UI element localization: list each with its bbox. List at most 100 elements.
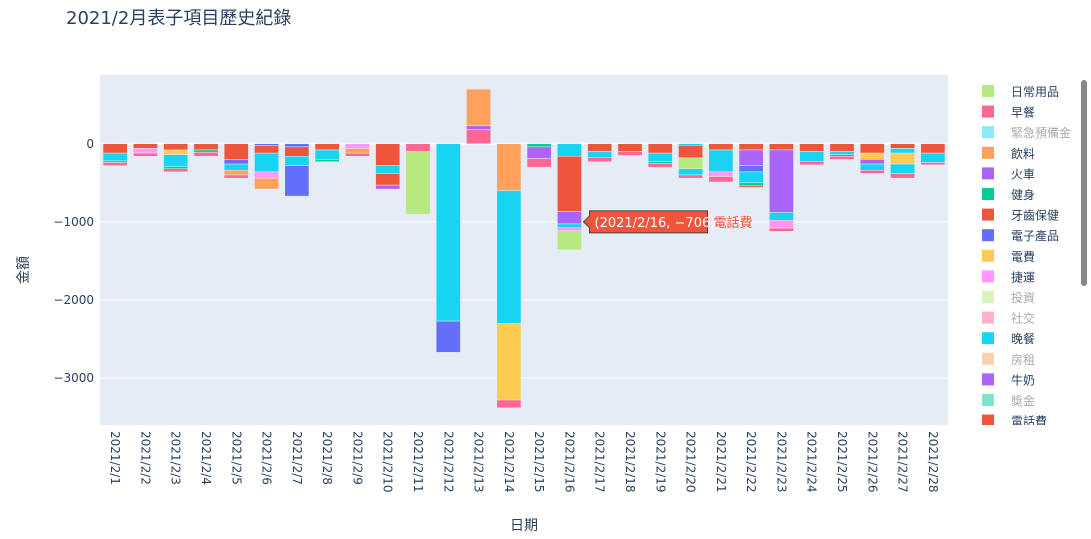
legend-item[interactable]: 緊急預備金 (982, 125, 1071, 140)
bar-segment[interactable] (557, 223, 582, 229)
bar-segment[interactable] (647, 163, 673, 168)
bar-segment[interactable] (587, 143, 613, 152)
bar-segment[interactable] (708, 176, 734, 183)
bar-segment[interactable] (769, 220, 794, 229)
legend-item[interactable]: 牙齒保健 (982, 208, 1059, 223)
bar-segment[interactable] (557, 143, 582, 157)
bar-segment[interactable] (799, 143, 825, 152)
bar-segment[interactable] (557, 227, 582, 232)
bar-segment[interactable] (920, 143, 946, 154)
bar-segment[interactable] (890, 173, 915, 179)
bar-segment[interactable] (587, 151, 613, 159)
legend-item[interactable]: 飲料 (982, 146, 1035, 161)
bar-segment[interactable] (799, 161, 825, 166)
bar-segment[interactable] (314, 143, 340, 151)
bar-segment[interactable] (859, 143, 885, 154)
bar-segment[interactable] (496, 399, 522, 409)
bar-segment[interactable] (345, 148, 370, 154)
bar-segment[interactable] (193, 143, 219, 151)
bar-segment[interactable] (466, 125, 491, 130)
legend-item[interactable]: 電話費 (982, 414, 1047, 429)
bar-segment[interactable] (769, 143, 794, 151)
legend-item[interactable]: 晚餐 (982, 331, 1035, 346)
bar-segment[interactable] (890, 152, 915, 165)
legend-item[interactable]: 社交 (982, 311, 1035, 326)
bar-segment[interactable] (738, 171, 764, 184)
bar-segment[interactable] (435, 320, 461, 353)
bar-segment[interactable] (920, 152, 946, 163)
bar-segment[interactable] (102, 162, 128, 166)
bar-segment[interactable] (890, 163, 915, 174)
bar-segment[interactable] (223, 163, 249, 171)
bar-segment[interactable] (738, 185, 764, 188)
bar-segment[interactable] (920, 162, 946, 166)
bar-segment[interactable] (375, 165, 401, 174)
bar-segment[interactable] (254, 177, 279, 190)
bar-segment[interactable] (314, 159, 340, 162)
bar-segment[interactable] (678, 168, 703, 176)
legend-item[interactable]: 火車 (982, 167, 1035, 181)
bar-segment[interactable] (163, 149, 189, 155)
bar-segment[interactable] (859, 170, 885, 174)
bar-segment[interactable] (375, 173, 401, 186)
legend-item[interactable]: 日常用品 (982, 85, 1059, 99)
bar-segment[interactable] (133, 152, 158, 157)
bar-segment[interactable] (496, 323, 522, 401)
bar-segment[interactable] (193, 149, 219, 153)
bar-segment[interactable] (617, 151, 643, 156)
legend-item[interactable]: 捷運 (982, 270, 1035, 284)
bar-segment[interactable] (314, 149, 340, 160)
legend-item[interactable]: 獎金 (982, 393, 1035, 408)
legend-scroll-thumb[interactable] (1081, 80, 1087, 286)
bar-segment[interactable] (163, 143, 189, 151)
bar-segment[interactable] (102, 143, 128, 154)
bar-segment[interactable] (708, 143, 734, 151)
bar-segment[interactable] (223, 170, 249, 176)
bar-segment[interactable] (799, 151, 825, 162)
bar-segment[interactable] (526, 158, 552, 168)
bar-segment[interactable] (859, 152, 885, 160)
bar-segment[interactable] (557, 211, 582, 225)
bar-segment[interactable] (738, 143, 764, 151)
bar-segment[interactable] (678, 157, 703, 169)
bar-segment[interactable] (435, 143, 461, 322)
bar-segment[interactable] (254, 171, 279, 179)
bar-segment[interactable] (526, 146, 552, 159)
bar-segment[interactable] (284, 156, 310, 166)
bar-segment[interactable] (102, 152, 128, 162)
bar-segment[interactable] (405, 143, 431, 152)
bar-segment[interactable] (163, 168, 189, 173)
legend-item[interactable]: 健身 (982, 187, 1035, 202)
bar-segment[interactable] (829, 156, 855, 160)
bar-segment[interactable] (163, 154, 189, 167)
bar-segment[interactable] (617, 143, 643, 152)
legend-item[interactable]: 投資 (982, 290, 1035, 305)
bar-segment[interactable] (375, 184, 401, 190)
bar-segment[interactable] (738, 182, 764, 187)
bar-segment[interactable] (223, 174, 249, 179)
bar-segment[interactable] (587, 157, 613, 162)
bar-segment[interactable] (890, 148, 915, 154)
bar-segment[interactable] (708, 149, 734, 173)
bar-segment[interactable] (375, 143, 401, 166)
bar-segment[interactable] (557, 156, 582, 212)
legend-item[interactable]: 電子產品 (982, 228, 1059, 243)
bar-segment[interactable] (284, 143, 310, 148)
bar-segment[interactable] (496, 190, 522, 324)
bar-segment[interactable] (647, 152, 673, 162)
bar-segment[interactable] (859, 159, 885, 165)
bar-segment[interactable] (738, 149, 764, 166)
legend-item[interactable]: 牛奶 (982, 372, 1035, 387)
bar-segment[interactable] (223, 143, 249, 160)
bar-segment[interactable] (829, 151, 855, 155)
bar-segment[interactable] (284, 146, 310, 157)
bar-segment[interactable] (133, 143, 158, 149)
bar-segment[interactable] (193, 152, 219, 157)
bar-segment[interactable] (769, 227, 794, 232)
legend-item[interactable]: 早餐 (982, 105, 1035, 120)
bar-segment[interactable] (254, 145, 279, 154)
bar-segment[interactable] (769, 212, 794, 221)
legend[interactable]: 日常用品早餐緊急預備金飲料火車健身牙齒保健電子產品電費捷運投資社交晚餐房租牛奶獎… (982, 85, 1071, 429)
bar-segment[interactable] (557, 230, 582, 250)
